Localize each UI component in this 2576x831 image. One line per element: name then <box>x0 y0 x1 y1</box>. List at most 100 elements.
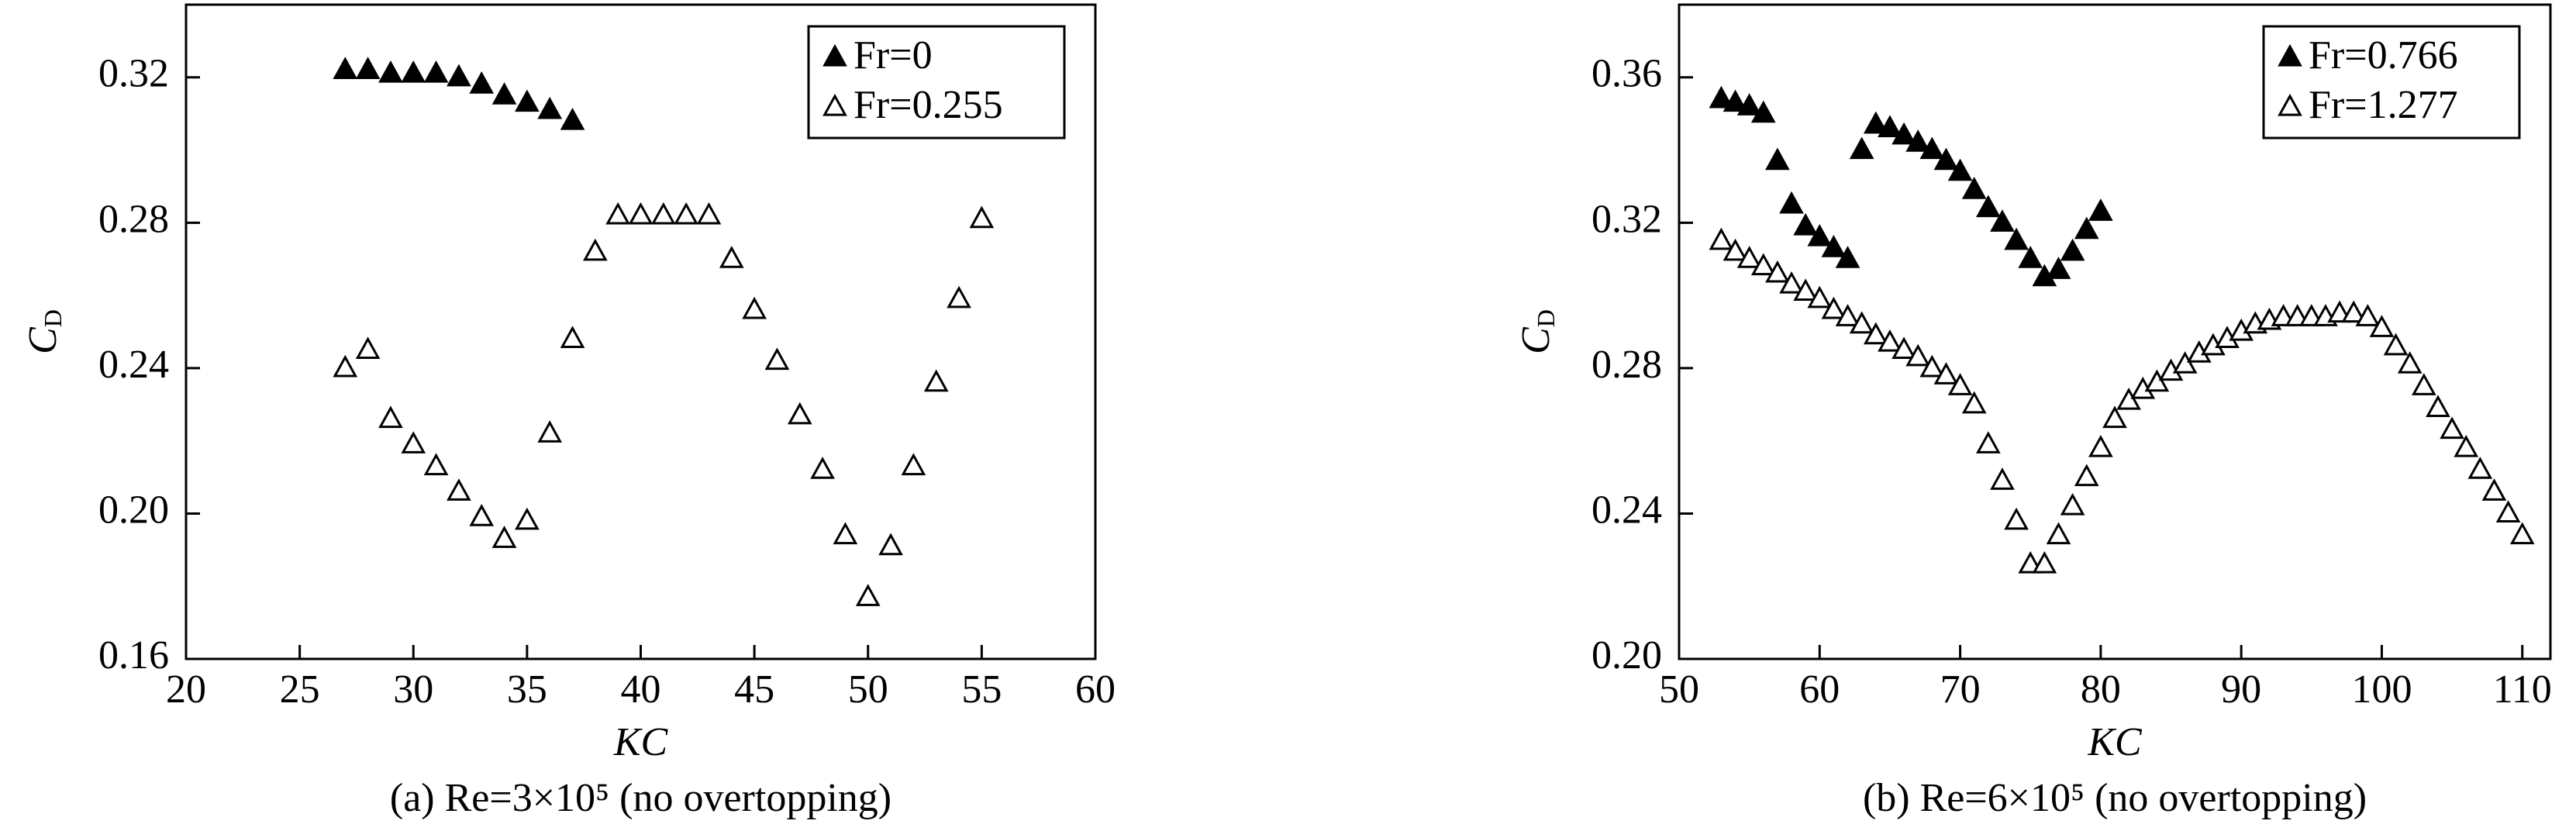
marker <box>764 347 790 371</box>
x-tick-label: 25 <box>280 667 320 712</box>
marker <box>1891 336 1916 360</box>
marker <box>1821 296 1847 319</box>
marker <box>2102 405 2127 429</box>
x-tick-label: 50 <box>1659 667 1699 712</box>
x-tick-label: 40 <box>621 667 661 712</box>
marker <box>923 369 949 392</box>
marker <box>469 71 495 94</box>
marker <box>491 82 517 105</box>
marker <box>2088 434 2113 457</box>
marker <box>2018 246 2043 268</box>
marker <box>2481 478 2507 501</box>
y-tick-label: 0.24 <box>98 343 169 387</box>
x-axis-label: KC <box>2087 720 2143 764</box>
marker <box>2116 387 2141 410</box>
marker <box>1765 147 1790 171</box>
marker <box>355 57 381 79</box>
marker <box>333 57 358 79</box>
marker <box>855 584 881 606</box>
marker <box>2004 227 2029 250</box>
marker <box>1821 235 1847 257</box>
marker <box>2144 369 2170 392</box>
caption: (b) Re=6×10⁵ (no overtopping) <box>1863 776 2367 820</box>
marker <box>969 205 995 229</box>
x-tick-label: 35 <box>507 667 547 712</box>
marker <box>2383 333 2409 356</box>
marker <box>447 64 471 87</box>
marker <box>2369 315 2395 337</box>
marker <box>378 60 403 83</box>
marker <box>1905 129 1931 152</box>
marker <box>469 504 495 526</box>
marker <box>1849 311 1874 334</box>
marker <box>719 246 744 268</box>
marker <box>696 202 722 225</box>
marker <box>2074 464 2099 487</box>
marker <box>1919 136 1945 160</box>
y-tick-label: 0.36 <box>1591 52 1662 96</box>
marker <box>1723 238 1748 261</box>
marker <box>515 507 540 530</box>
marker <box>2411 373 2436 395</box>
marker <box>1750 253 1776 276</box>
marker <box>1990 209 2015 232</box>
legend-label: Fr=1.277 <box>2309 83 2458 127</box>
y-axis-label-main: C <box>1514 326 1558 354</box>
marker <box>650 202 676 225</box>
marker <box>2060 492 2085 515</box>
y-tick-label: 0.20 <box>1591 633 1662 678</box>
marker <box>1793 212 1819 236</box>
caption: (a) Re=3×10⁵ (no overtopping) <box>390 776 891 820</box>
marker <box>1835 304 1860 326</box>
marker <box>901 453 926 476</box>
x-tick-label: 80 <box>2081 667 2121 712</box>
marker <box>1807 285 1833 309</box>
marker <box>515 89 540 112</box>
marker <box>2172 351 2198 374</box>
marker <box>787 402 812 425</box>
y-tick-label: 0.24 <box>1591 488 1662 532</box>
legend-marker <box>2278 93 2302 116</box>
y-axis-label: CD <box>21 309 67 354</box>
marker <box>2397 351 2423 374</box>
marker <box>742 296 767 319</box>
marker <box>2341 300 2367 323</box>
x-tick-label: 45 <box>734 667 774 712</box>
marker <box>1736 246 1762 268</box>
y-axis-label-sub: D <box>1532 309 1560 327</box>
marker <box>401 60 426 83</box>
y-tick-label: 0.20 <box>98 488 169 532</box>
marker <box>674 202 698 225</box>
y-tick-label: 0.32 <box>98 52 169 96</box>
marker <box>1863 322 1888 345</box>
marker <box>1961 391 1987 414</box>
marker <box>1779 271 1804 294</box>
legend-marker <box>822 93 847 116</box>
marker <box>2088 198 2113 221</box>
marker <box>1765 260 1790 283</box>
marker <box>355 336 381 360</box>
x-tick-label: 30 <box>393 667 433 712</box>
marker <box>378 405 403 429</box>
x-tick-label: 55 <box>961 667 1002 712</box>
marker <box>2074 216 2099 240</box>
legend-marker <box>822 43 847 67</box>
marker <box>2355 304 2381 326</box>
marker <box>605 202 631 225</box>
marker <box>1750 100 1776 123</box>
legend-box <box>807 25 1066 140</box>
y-axis-label: CD <box>1514 309 1560 354</box>
marker <box>1878 329 1902 352</box>
marker <box>1723 89 1748 112</box>
marker <box>2454 434 2479 457</box>
marker <box>423 453 449 476</box>
x-tick-label: 50 <box>848 667 888 712</box>
marker <box>833 522 858 545</box>
marker <box>1933 147 1959 171</box>
marker <box>2426 395 2450 418</box>
marker <box>1961 177 1987 199</box>
marker <box>1709 85 1734 109</box>
legend-label: Fr=0.255 <box>853 83 1003 127</box>
marker <box>878 533 903 556</box>
